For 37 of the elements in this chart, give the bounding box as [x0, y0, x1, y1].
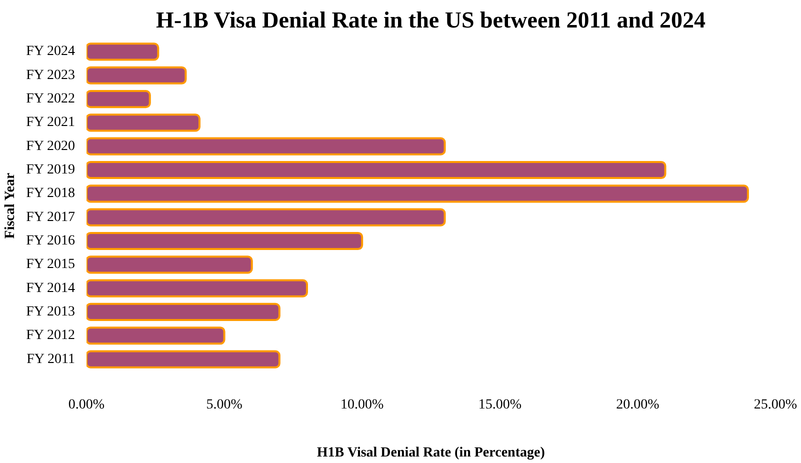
y-axis-title: Fiscal Year	[3, 172, 18, 239]
y-tick-label: FY 2015	[26, 257, 75, 272]
bar	[86, 42, 160, 61]
bar	[86, 66, 187, 84]
bar	[86, 256, 253, 274]
y-tick-label: FY 2021	[26, 115, 75, 130]
x-tick-label: 5.00%	[206, 398, 243, 412]
x-tick-label: 10.00%	[340, 398, 384, 412]
y-tick-label: FY 2017	[26, 210, 75, 225]
x-tick-label: 25.00%	[754, 398, 798, 412]
y-tick-label: FY 2018	[26, 186, 75, 202]
y-tick-label: FY 2013	[26, 304, 75, 320]
x-axis-title: H1B Visal Denial Rate (in Percentage)	[316, 446, 546, 460]
bar	[86, 208, 446, 226]
bar	[86, 326, 226, 345]
y-tick-label: FY 2011	[26, 352, 75, 367]
x-tick-label: 15.00%	[478, 398, 522, 412]
bar	[86, 184, 749, 203]
bar	[86, 90, 151, 108]
y-tick-label: FY 2022	[26, 92, 75, 107]
chart-title: H-1B Visa Denial Rate in the US between 2011 and 2024	[156, 8, 706, 32]
y-tick-label: FY 2024	[26, 44, 75, 60]
bar	[86, 279, 308, 298]
x-tick-label: 0.00%	[68, 398, 105, 412]
bar	[86, 160, 666, 180]
y-tick-label: FY 2019	[26, 162, 75, 178]
bar	[86, 350, 280, 368]
bar	[86, 137, 446, 156]
bar	[86, 232, 364, 250]
bar	[86, 302, 280, 322]
bar	[86, 114, 200, 132]
y-tick-label: FY 2014	[26, 280, 75, 296]
y-tick-label: FY 2012	[26, 328, 75, 344]
y-tick-label: FY 2016	[26, 233, 75, 248]
y-tick-label: FY 2023	[26, 68, 75, 83]
y-tick-label: FY 2020	[26, 138, 75, 154]
x-tick-label: 20.00%	[616, 398, 660, 412]
